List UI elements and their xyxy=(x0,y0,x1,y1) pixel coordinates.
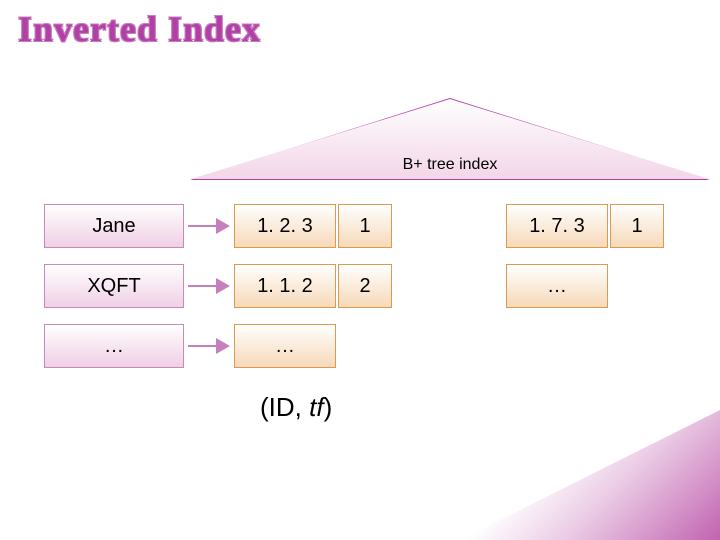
term-text: XQFT xyxy=(87,275,140,298)
posting-id-cell: … xyxy=(506,264,608,308)
posting-tf: 2 xyxy=(359,275,370,298)
posting-tf: 1 xyxy=(631,215,642,238)
posting-id: 1. 7. 3 xyxy=(529,215,585,238)
posting-tf: 1 xyxy=(359,215,370,238)
btree-triangle: B+ tree index xyxy=(190,98,710,180)
posting-id: … xyxy=(275,335,295,358)
posting-tf-cell: 1 xyxy=(610,204,664,248)
arrow-icon xyxy=(188,336,232,356)
posting-id: 1. 1. 2 xyxy=(257,275,313,298)
page-title: Inverted Index xyxy=(18,8,261,50)
term-text: … xyxy=(104,335,124,358)
term-cell: Jane xyxy=(44,204,184,248)
arrow-icon xyxy=(188,216,232,236)
posting-tf-cell: 1 xyxy=(338,204,392,248)
posting-id-cell: 1. 2. 3 xyxy=(234,204,336,248)
posting-id-cell: 1. 1. 2 xyxy=(234,264,336,308)
caption-suffix: ) xyxy=(324,392,333,422)
posting-id: … xyxy=(547,275,567,298)
posting-tf-cell: 2 xyxy=(338,264,392,308)
term-text: Jane xyxy=(92,215,135,238)
term-cell: … xyxy=(44,324,184,368)
arrow-icon xyxy=(188,276,232,296)
posting-id-cell: … xyxy=(234,324,336,368)
posting-id: 1. 2. 3 xyxy=(257,215,313,238)
term-cell: XQFT xyxy=(44,264,184,308)
posting-id-cell: 1. 7. 3 xyxy=(506,204,608,248)
btree-label: B+ tree index xyxy=(190,156,710,174)
caption-prefix: (ID, xyxy=(260,392,309,422)
corner-decoration xyxy=(460,410,720,540)
caption: (ID, tf) xyxy=(260,392,332,423)
caption-var: tf xyxy=(309,392,323,422)
